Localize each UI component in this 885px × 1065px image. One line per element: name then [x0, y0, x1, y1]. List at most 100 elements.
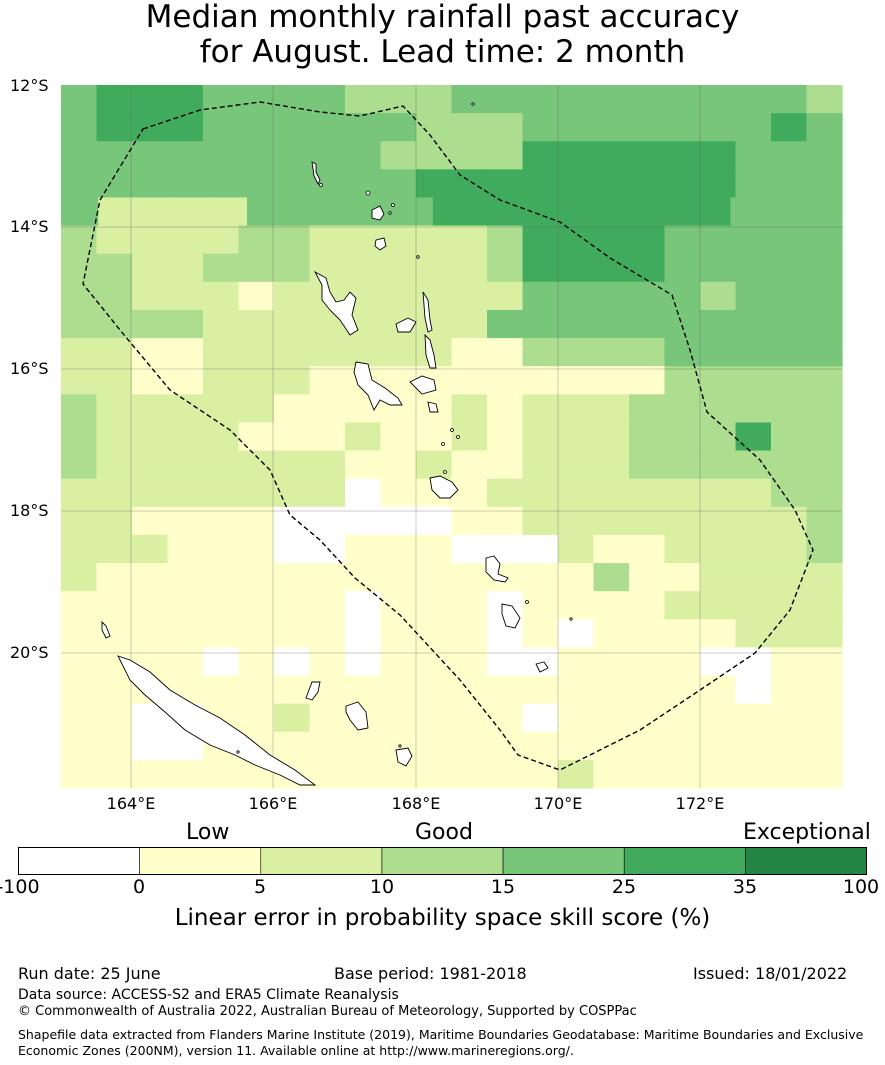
grid-cell	[735, 619, 772, 648]
grid-cell	[380, 338, 417, 367]
grid-cell	[274, 225, 311, 255]
grid-cell	[522, 534, 559, 564]
grid-cell	[451, 338, 488, 367]
grid-cell	[203, 85, 240, 114]
grid-cell	[664, 394, 701, 424]
grid-cell	[96, 675, 133, 705]
grid-cell	[345, 731, 382, 761]
grid-cell	[380, 225, 417, 255]
grid-cell	[771, 591, 808, 620]
grid-cell	[593, 281, 630, 311]
grid-cell	[96, 759, 133, 789]
grid-cell	[629, 422, 666, 452]
shapefile-credit-line-1: Shapefile data extracted from Flanders M…	[18, 1027, 864, 1042]
grid-cell	[416, 281, 453, 311]
grid-cell	[664, 309, 701, 339]
grid-cell	[700, 394, 737, 424]
grid-cell	[558, 731, 595, 761]
grid-cell	[558, 281, 595, 311]
grid-cell	[380, 253, 417, 283]
grid-cell	[380, 647, 417, 677]
grid-cell	[238, 534, 275, 564]
island-erromango	[485, 555, 509, 583]
grid-cell	[345, 619, 382, 648]
grid-cell	[700, 225, 737, 255]
grid-cell	[700, 647, 737, 677]
grid-cell	[246, 197, 285, 227]
grid-cell	[806, 113, 843, 142]
grid-cell	[735, 85, 772, 114]
grid-cell	[380, 169, 417, 199]
grid-cell	[132, 731, 169, 761]
grid-cell	[451, 366, 488, 395]
grid-cell	[238, 169, 275, 199]
grid-cell	[735, 422, 772, 452]
grid-cell	[380, 703, 417, 733]
grid-cell	[522, 366, 559, 395]
grid-cell	[629, 703, 666, 733]
grid-cell	[735, 703, 772, 733]
grid-cell	[203, 253, 240, 283]
grid-cell	[238, 253, 275, 283]
grid-cell	[274, 478, 311, 508]
colorbar-category-exceptional: Exceptional	[743, 820, 871, 845]
grid-cell	[167, 309, 204, 339]
grid-cell	[593, 591, 630, 620]
grid-cell	[274, 506, 311, 536]
grid-cell	[629, 253, 666, 283]
island-maewo	[422, 291, 433, 333]
grid-cell	[487, 338, 524, 367]
grid-cell	[522, 422, 559, 452]
grid-cell	[700, 675, 737, 705]
grid-cell	[507, 197, 546, 227]
grid-cell	[804, 197, 843, 227]
grid-cell	[167, 619, 204, 648]
grid-cell	[380, 422, 417, 452]
colorbar-tick-neg100: -100	[0, 876, 40, 898]
grid-cell	[61, 281, 98, 311]
grid-cell	[380, 281, 417, 311]
grid-cell	[522, 281, 559, 311]
grid-cell	[593, 225, 630, 255]
grid-cell	[238, 338, 275, 367]
grid-cell	[581, 197, 620, 227]
grid-cell	[451, 113, 488, 142]
grid-cell	[61, 197, 99, 227]
grid-cell	[700, 731, 737, 761]
grid-cell	[664, 591, 701, 620]
copyright: © Commonwealth of Australia 2022, Austra…	[18, 1004, 637, 1019]
grid-cell	[487, 422, 524, 452]
grid-cell	[238, 422, 275, 452]
grid-cell	[432, 197, 471, 227]
grid-cell	[321, 197, 360, 227]
grid-cell	[167, 478, 204, 508]
island-pentecost	[424, 333, 437, 369]
grid-cell	[700, 366, 737, 395]
grid-cell	[735, 394, 772, 424]
grid-cell	[593, 141, 630, 170]
grid-cell	[238, 619, 275, 648]
skill-grid	[61, 85, 843, 789]
grid-cell	[132, 394, 169, 424]
grid-cell	[96, 366, 133, 395]
lon-label-172e: 172°E	[675, 794, 725, 813]
grid-cell	[451, 85, 488, 114]
grid-cell	[593, 85, 630, 114]
grid-cell	[558, 225, 595, 255]
grid-cell	[132, 85, 169, 114]
grid-cell	[416, 225, 453, 255]
grid-cell	[522, 450, 559, 480]
island-ambrym	[409, 375, 437, 395]
grid-cell	[416, 647, 453, 677]
grid-cell	[309, 422, 346, 452]
grid-cell	[274, 647, 311, 677]
grid-cell	[806, 366, 843, 395]
grid-cell	[593, 731, 630, 761]
lat-label-14s: 14°S	[10, 217, 49, 236]
grid-cell	[416, 591, 453, 620]
grid-cell	[558, 85, 595, 114]
grid-cell	[274, 141, 311, 170]
grid-cell	[61, 113, 98, 142]
grid-cell	[771, 703, 808, 733]
grid-cell	[593, 422, 630, 452]
